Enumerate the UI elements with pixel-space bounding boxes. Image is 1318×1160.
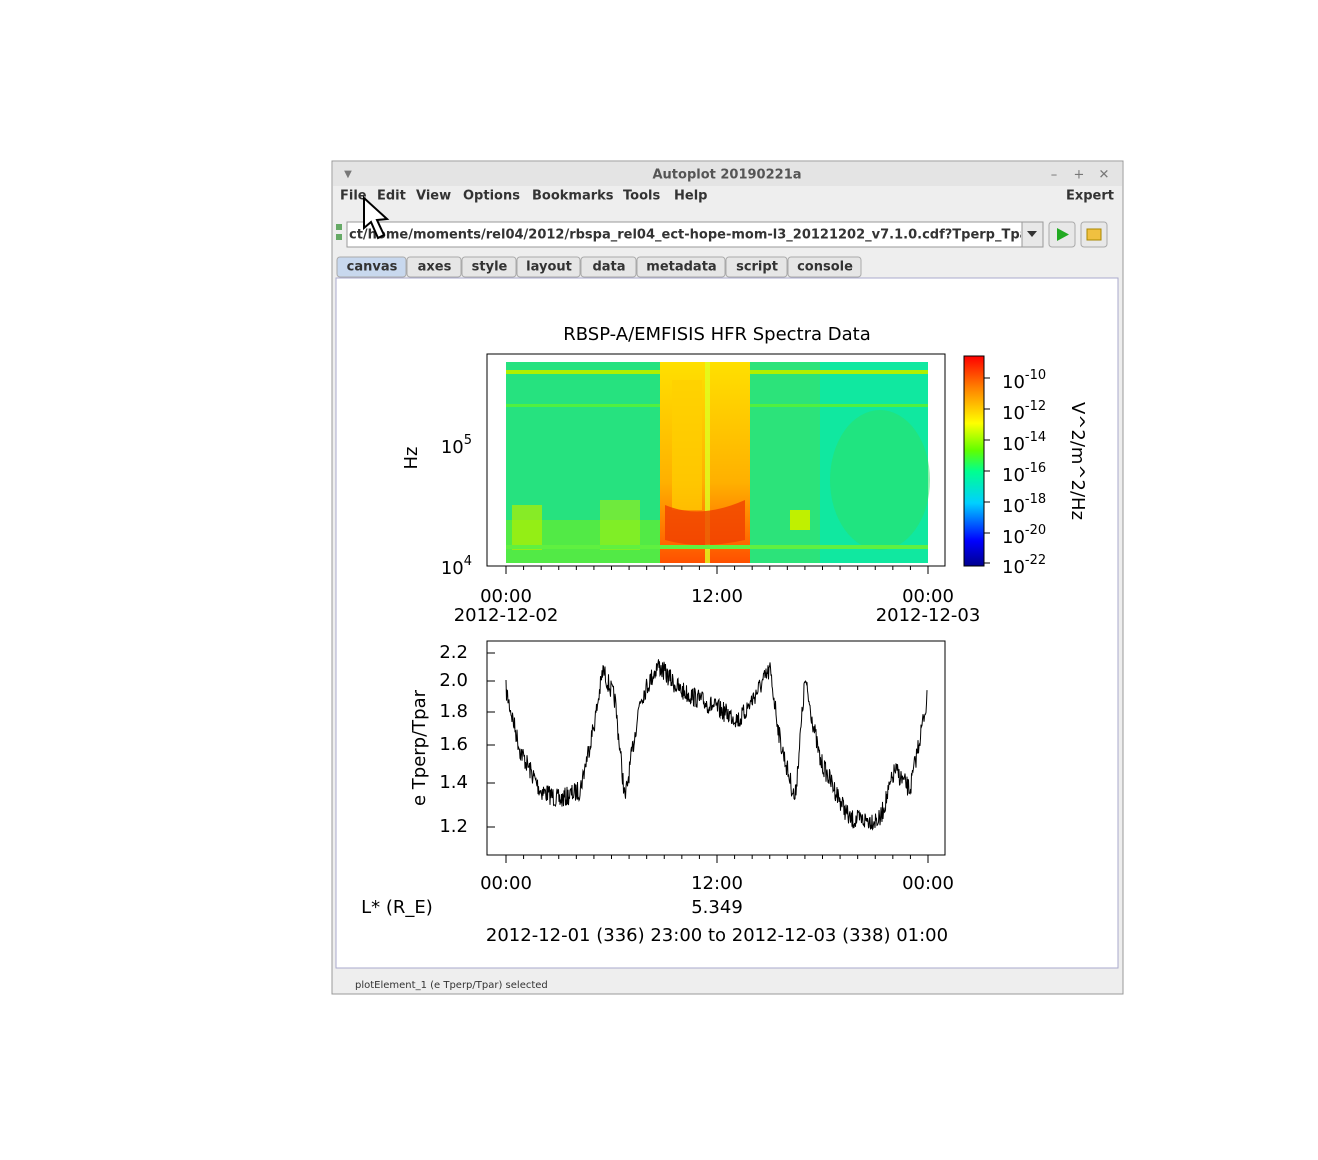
tick-label: 10-16 (1002, 461, 1046, 487)
icon (336, 224, 342, 230)
minimize[interactable]: – (1051, 168, 1058, 183)
status: plotElement_1 (e Tperp/Tpar) selected (355, 980, 548, 991)
y-tick-label: 2.0 (439, 670, 468, 691)
tick-exponent: -20 (1025, 523, 1046, 538)
tick-base: 10 (1002, 403, 1025, 424)
tick-exponent: 4 (464, 554, 472, 569)
close[interactable]: ✕ (1099, 168, 1110, 183)
tab-label: data (592, 260, 625, 275)
tick-base: 10 (1002, 465, 1025, 486)
icon (336, 234, 342, 240)
tick-exponent: -12 (1025, 399, 1046, 414)
tab[interactable] (725, 256, 788, 278)
window-title: Autoplot 20190221a (652, 168, 801, 183)
x-tick-label: 12:00 (691, 873, 743, 894)
tick-label: 10-12 (1002, 399, 1046, 425)
y-label: Hz (401, 447, 422, 470)
menu-item[interactable]: Edit (377, 189, 406, 204)
menu-item[interactable]: Bookmarks (532, 189, 614, 204)
address-field[interactable] (346, 221, 1023, 248)
tick-base: 10 (441, 558, 464, 579)
colorbar-label: V^2/m^2/Hz (1067, 402, 1088, 520)
tick-base: 10 (1002, 557, 1025, 578)
tick-base: 10 (1002, 527, 1025, 548)
tab[interactable] (336, 256, 407, 278)
x-tick-label: 2012-12-02 (454, 605, 559, 626)
plot-frame (486, 353, 946, 567)
tick-base: 10 (1002, 434, 1025, 455)
y-tick-label: 1.6 (439, 734, 468, 755)
tab-label: axes (418, 260, 452, 275)
address-clip: ct/home/moments/rel04/2012/rbspa_rel04_e… (349, 228, 1075, 243)
context-label: L* (R_E) (361, 897, 433, 918)
tick-label: 104 (441, 554, 472, 580)
plot-frame (486, 640, 946, 856)
menu-item[interactable]: View (416, 189, 451, 204)
tab-label: script (736, 260, 778, 275)
tick-base: 10 (1002, 496, 1025, 517)
tab-label: layout (526, 260, 572, 275)
tab-label: console (797, 260, 853, 275)
context-value: 5.349 (691, 897, 743, 918)
menu-item[interactable]: Help (674, 189, 707, 204)
x-tick-label: 00:00 (902, 586, 954, 607)
tick-exponent: -18 (1025, 492, 1046, 507)
tab-label: canvas (347, 260, 398, 275)
tab[interactable] (787, 256, 862, 278)
tick-label: 105 (441, 433, 472, 459)
tab-label: metadata (646, 260, 716, 275)
time-range: 2012-12-01 (336) 23:00 to 2012-12-03 (33… (486, 925, 948, 946)
menu-item[interactable]: Options (463, 189, 520, 204)
tab[interactable] (636, 256, 726, 278)
mode[interactable]: Expert (1066, 189, 1114, 204)
tick-label: 10-18 (1002, 492, 1046, 518)
tick-exponent: 5 (464, 433, 472, 448)
tab-label: style (472, 260, 508, 275)
title-bar (333, 162, 1122, 186)
plot-title: RBSP-A/EMFISIS HFR Spectra Data (563, 324, 870, 345)
tick-exponent: -10 (1025, 368, 1046, 383)
tick-label: 10-22 (1002, 553, 1046, 579)
address: ct/home/moments/rel04/2012/rbspa_rel04_e… (349, 228, 1075, 243)
x-tick-label: 12:00 (691, 586, 743, 607)
y-tick-label: 1.2 (439, 816, 468, 837)
spectrogram (506, 362, 930, 563)
play (1057, 228, 1069, 241)
tick-base: 10 (1002, 372, 1025, 393)
cursor (363, 195, 390, 240)
folder (1086, 228, 1102, 241)
tab[interactable] (580, 256, 637, 278)
tick-label: 10-10 (1002, 368, 1046, 394)
tick-label: 10-20 (1002, 523, 1046, 549)
window-menu[interactable]: ▼ (344, 169, 352, 180)
y-tick-label: 1.4 (439, 772, 468, 793)
x-tick-label: 00:00 (480, 586, 532, 607)
tick-base: 10 (441, 437, 464, 458)
tick-exponent: -16 (1025, 461, 1046, 476)
x-tick-label: 00:00 (480, 873, 532, 894)
x-tick-label: 2012-12-03 (876, 605, 981, 626)
arrow (1027, 231, 1037, 237)
x-tick-label: 00:00 (902, 873, 954, 894)
y-label: e Tperp/Tpar (409, 689, 430, 806)
menu-item[interactable]: File (340, 189, 367, 204)
menu-item[interactable]: Tools (623, 189, 660, 204)
y-tick-label: 1.8 (439, 701, 468, 722)
tick-exponent: -22 (1025, 553, 1046, 568)
tick-label: 10-14 (1002, 430, 1046, 456)
maximize[interactable]: + (1074, 168, 1085, 183)
tick-exponent: -14 (1025, 430, 1046, 445)
colorbar (963, 355, 985, 567)
tab[interactable] (461, 256, 517, 278)
y-tick-label: 2.2 (439, 642, 468, 663)
tab[interactable] (406, 256, 462, 278)
tab[interactable] (516, 256, 581, 278)
trace (505, 659, 928, 831)
